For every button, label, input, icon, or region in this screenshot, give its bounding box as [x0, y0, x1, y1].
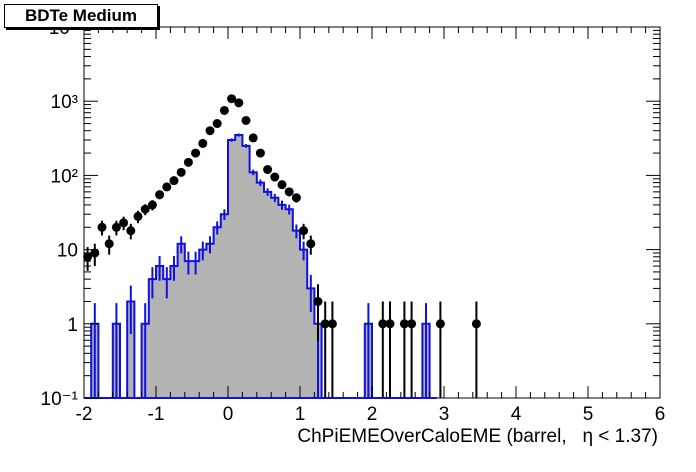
histogram-fill: [84, 134, 437, 399]
x-tick-label-6: 4: [511, 404, 522, 425]
data-point-8: [140, 204, 150, 214]
data-point-3: [104, 239, 114, 249]
data-point-37: [399, 319, 409, 329]
data-point-20: [227, 94, 237, 104]
data-point-24: [255, 148, 265, 158]
data-point-15: [191, 148, 201, 158]
data-point-25: [263, 165, 273, 175]
data-point-26: [270, 172, 280, 182]
data-point-1: [90, 248, 100, 258]
data-point-32: [313, 296, 323, 306]
data-point-33: [320, 319, 330, 329]
data-point-4: [111, 222, 121, 232]
x-axis-title: ChPiEMEOverCaloEME (barrel, η < 1.37): [297, 426, 658, 447]
y-tick-label-0: 10⁻¹: [41, 389, 79, 410]
data-point-36: [385, 319, 395, 329]
data-point-40: [471, 319, 481, 329]
x-tick-label-8: 6: [655, 404, 666, 425]
data-point-10: [155, 190, 165, 200]
data-point-34: [327, 319, 337, 329]
x-tick-label-2: 0: [223, 404, 234, 425]
data-point-38: [407, 319, 417, 329]
x-tick-label-1: -1: [148, 404, 165, 425]
data-point-35: [378, 319, 388, 329]
data-point-19: [219, 105, 229, 115]
x-tick-label-4: 2: [367, 404, 378, 425]
data-point-28: [284, 187, 294, 197]
data-point-7: [133, 211, 143, 221]
x-tick-label-0: -2: [76, 404, 93, 425]
y-tick-label-1: 1: [67, 315, 78, 336]
data-point-12: [169, 176, 179, 186]
data-point-22: [241, 115, 251, 125]
data-point-31: [306, 239, 316, 249]
chart-title: BDTe Medium: [24, 6, 138, 25]
data-point-13: [176, 167, 186, 177]
x-tick-label-7: 5: [583, 404, 594, 425]
data-point-9: [147, 200, 157, 210]
data-point-14: [183, 157, 193, 167]
y-tick-label-2: 10: [57, 241, 78, 262]
data-point-6: [126, 226, 136, 236]
y-tick-label-4: 10³: [51, 92, 78, 113]
data-point-27: [277, 180, 287, 190]
data-point-17: [205, 126, 215, 136]
chart-title-box: BDTe Medium: [4, 4, 158, 28]
data-point-30: [299, 226, 309, 236]
data-point-16: [198, 138, 208, 148]
data-point-23: [248, 133, 258, 143]
data-point-39: [435, 319, 445, 329]
data-point-29: [291, 193, 301, 203]
y-tick-label-3: 10²: [51, 166, 78, 187]
x-tick-label-3: 1: [295, 404, 306, 425]
x-tick-label-5: 3: [439, 404, 450, 425]
data-point-11: [162, 182, 172, 192]
data-point-21: [234, 98, 244, 108]
data-point-5: [119, 218, 129, 228]
data-point-2: [97, 222, 107, 232]
data-point-18: [212, 119, 222, 129]
